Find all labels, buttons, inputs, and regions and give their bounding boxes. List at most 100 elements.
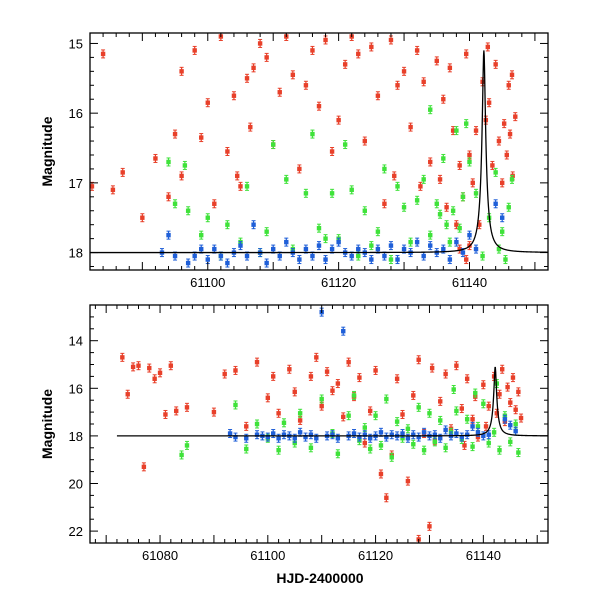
green-data-point [467,157,472,167]
plot-frame [89,304,549,544]
green-data-point [378,440,384,450]
x-tick-label: 61100 [190,275,225,290]
y-axis-label: Magnitude [39,389,55,459]
green-data-point [233,400,238,410]
y-axis-label: Magnitude [39,116,55,186]
y-tick-label: 14 [69,334,83,349]
red-data-point [290,70,296,80]
x-tick-label: 61140 [452,275,487,290]
blue-data-point [254,430,260,440]
red-data-point [192,45,197,55]
green-data-point [375,227,381,237]
red-data-point [429,363,435,373]
blue-data-point [310,251,315,261]
red-data-point [342,59,348,69]
red-data-point [168,361,174,371]
red-data-point [184,402,190,412]
red-data-point [421,77,426,87]
green-data-point [460,192,466,202]
green-data-point [199,230,204,240]
red-data-point [457,244,462,254]
green-data-point [254,419,260,429]
red-data-point [443,369,448,379]
green-data-point [335,449,341,459]
y-tick-label: 18 [69,246,83,261]
blue-data-point [284,237,289,247]
green-data-point [405,424,411,434]
blue-data-point [185,258,191,268]
bottom-panel: 61080 61100 61120 61140 14 16 18 20 22 Magnitude [39,304,549,563]
red-data-point [244,421,249,431]
red-data-point [486,98,492,108]
red-data-point [152,374,157,384]
red-data-point [395,80,400,90]
red-data-point [199,133,204,143]
green-data-point [367,444,373,454]
red-data-point [367,406,373,416]
blue-data-point [199,244,204,254]
blue-data-point [265,432,271,442]
y-tick-label: 16 [69,381,83,396]
red-data-point [238,181,243,191]
green-data-point [444,220,449,230]
green-data-point [244,444,249,454]
green-data-point [382,164,387,174]
green-data-point [421,174,426,184]
green-data-point [351,390,357,400]
green-data-point [373,411,378,421]
green-data-point [434,199,439,209]
red-data-point [506,80,511,90]
red-data-point [470,178,475,188]
green-data-point [271,140,276,150]
green-data-point [362,206,367,216]
red-data-point [323,35,328,45]
red-data-point [346,357,351,367]
blue-data-point [212,244,217,254]
red-data-point [157,368,163,378]
blue-data-point [362,430,367,440]
blue-data-point [323,255,328,265]
green-data-point [281,418,287,428]
green-data-point [394,417,400,427]
red-data-point [384,493,389,503]
blue-data-point [382,251,387,261]
red-data-point [441,94,446,104]
red-data-point [382,199,387,209]
red-data-point [411,390,416,400]
red-data-point [310,45,315,55]
red-data-point [172,129,178,139]
red-data-point [414,45,420,55]
green-data-point [428,105,433,115]
red-data-point [490,160,495,170]
green-data-point [244,181,250,191]
red-data-point [438,396,443,406]
model-curve [90,50,548,254]
red-data-point [130,362,136,372]
red-data-point [507,129,513,139]
red-data-point [329,147,335,156]
green-data-point [319,394,324,404]
green-data-point [205,213,210,223]
red-data-point [179,171,184,181]
blue-data-point [281,430,287,440]
red-data-point [504,150,509,160]
green-data-point [516,448,521,458]
green-data-point [421,445,427,455]
green-data-point [264,227,269,237]
green-data-point [500,227,505,237]
red-data-point [330,386,335,396]
blue-data-point [369,255,374,265]
red-data-point [508,398,513,408]
red-data-point [264,52,269,62]
green-data-point [184,440,190,450]
red-data-point [153,153,158,163]
plot-frame [89,32,549,271]
red-data-point [356,49,361,59]
green-data-point [384,394,389,404]
green-data-point [284,174,289,184]
x-tick-label: 61080 [142,548,178,563]
red-data-point [251,63,256,73]
blue-data-point [432,430,438,440]
blue-data-point [389,430,394,440]
